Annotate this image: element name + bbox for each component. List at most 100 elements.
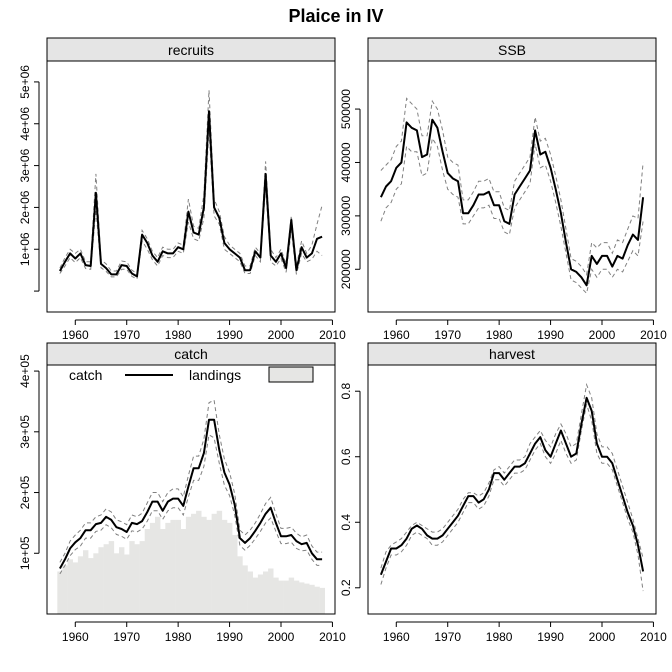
landings-bar [62,565,67,614]
y-tick-label: 0.4 [339,514,353,531]
y-tick-label: 5e+06 [18,65,32,99]
landings-bar [129,541,134,614]
y-tick-label: 500000 [339,89,353,129]
landings-bar [78,556,83,614]
y-tick-label: 2e+06 [18,190,32,224]
landings-bar [289,578,294,614]
landings-bar [181,529,186,614]
landings-bar [83,550,88,614]
y-tick-label: 0.2 [339,579,353,596]
estimate-line [381,398,643,575]
landings-bar [201,517,206,614]
landings-bar [114,553,119,614]
panels: recruits 1960 1970 1980 1990 2000 2010 1e+06 2e+… [18,38,667,644]
landings-bar [186,517,191,614]
ci-lower-line [381,138,643,293]
landings-bar [299,582,304,614]
landings-bar [294,581,299,614]
strip-label: catch [174,346,207,362]
x-tick-label: 1980 [165,328,192,342]
y-axis: 200000300000400000500000 [339,89,360,290]
x-tick-label: 1990 [537,630,564,644]
x-tick-label: 1990 [216,328,243,342]
y-tick-label: 1e+05 [18,536,32,570]
x-tick-label: 1990 [537,328,564,342]
x-tick-label: 2000 [268,328,295,342]
landings-bar [268,569,273,615]
x-tick-label: 1970 [113,328,140,342]
legend-label-landings: landings [189,367,241,383]
y-tick-label: 4e+06 [18,107,32,141]
landings-bar [222,520,227,614]
landings-bar [278,581,283,614]
y-axis: 1e+06 2e+06 3e+06 4e+06 5e+06 [18,65,39,291]
x-tick-label: 1990 [216,630,243,644]
x-tick-label: 1960 [383,630,410,644]
landings-bar [165,523,170,614]
x-tick-label: 2010 [319,630,346,644]
landings-bar [248,572,253,615]
landings-bar [191,514,196,614]
legend-key-landings [269,367,313,382]
landings-bar [134,544,139,614]
landings-bar [227,523,232,614]
landings-bar [176,520,181,614]
landings-bar [88,558,93,614]
x-tick-label: 1980 [486,630,513,644]
y-tick-label: 300000 [339,196,353,236]
landings-bar [160,529,165,614]
landings-bar [150,523,155,614]
landings-bar [98,547,103,614]
landings-bar [119,547,124,614]
landings-bar [145,529,150,614]
plot-frame [368,61,656,312]
x-tick-label: 2000 [589,328,616,342]
landings-bar [68,559,73,614]
landings-bar [57,572,62,615]
x-tick-label: 1960 [383,328,410,342]
panel-catch: catch 1960 1970 1980 1990 2000 2010 1e+05 2e+05 3… [18,343,346,644]
y-tick-label: 1e+06 [18,232,32,266]
x-tick-label: 1970 [434,328,461,342]
landings-bar [263,572,268,615]
landings-bar [196,511,201,614]
ci-lower-line [381,404,643,591]
strip-label: harvest [489,346,535,362]
landings-bar [93,553,98,614]
x-axis: 1960 1970 1980 1990 2000 2010 [383,622,667,644]
y-tick-label: 400000 [339,142,353,182]
landings-bar [237,556,242,614]
y-axis: 0.2 0.4 0.6 0.8 [339,383,360,597]
x-axis: 1960 1970 1980 1990 2000 2010 [62,320,346,342]
y-tick-label: 0.8 [339,383,353,400]
x-tick-label: 1970 [434,630,461,644]
landings-bar [253,578,258,614]
panel-recruits: recruits 1960 1970 1980 1990 2000 2010 1e+06 2e+… [18,38,346,342]
landings-bar [109,541,114,614]
x-tick-label: 1980 [486,328,513,342]
estimate-line [60,111,322,276]
panel-harvest: harvest 1960 1970 1980 1990 2000 2010 0.2 0.4 0.6… [339,343,667,644]
strip-label: recruits [168,42,214,58]
plot-frame [47,61,335,312]
y-tick-label: 3e+05 [18,415,32,449]
landings-bar [155,517,160,614]
x-tick-label: 1960 [62,328,89,342]
strip-label: SSB [498,42,526,58]
x-tick-label: 2010 [640,328,667,342]
y-tick-label: 0.6 [339,448,353,465]
panel-ssb: SSB1960 1970 1980 1990 2000 20102000003000004… [339,38,667,342]
landings-bar [73,562,78,614]
y-tick-label: 2e+05 [18,475,32,509]
landings-bar [242,565,247,614]
x-tick-label: 2010 [640,630,667,644]
landings-bar [104,544,109,614]
x-tick-label: 1960 [62,630,89,644]
landings-bar [284,581,289,614]
x-tick-label: 2000 [589,630,616,644]
x-axis: 1960 1970 1980 1990 2000 2010 [383,320,667,342]
estimate-line [381,120,643,286]
landings-bar [212,514,217,614]
landings-bar [320,588,325,614]
